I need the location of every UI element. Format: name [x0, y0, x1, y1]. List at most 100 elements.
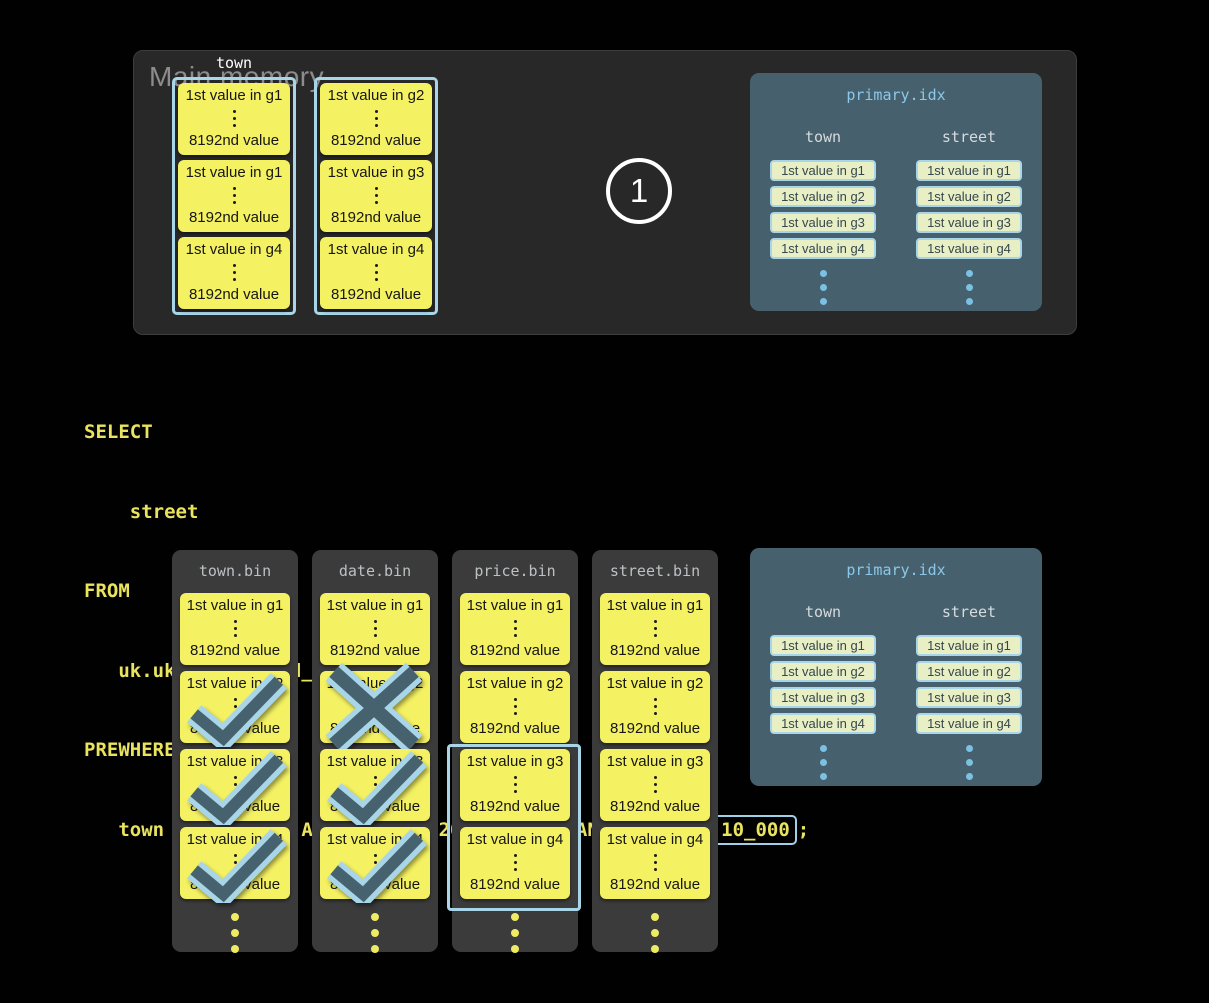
granule-block: 1st value in g2 8192nd value — [600, 671, 710, 743]
granule-block: 1st value in g4 8192nd value — [320, 827, 430, 903]
ellipsis-dots — [373, 776, 377, 793]
primary-idx-columns: town 1st value in g1 1st value in g2 1st… — [750, 603, 1042, 780]
granule-block: 1st value in g3 8192nd value — [320, 160, 432, 232]
bin-panel-street: street.bin 1st value in g1 8192nd value … — [592, 550, 718, 953]
granule-first-value: 1st value in g3 — [606, 753, 704, 770]
primary-idx-panel-top: primary.idx town 1st value in g1 1st val… — [750, 73, 1042, 311]
pidx-entry: 1st value in g2 — [770, 186, 876, 207]
pidx-entry: 1st value in g2 — [770, 661, 876, 682]
ellipsis-dots — [373, 698, 377, 715]
selected-granules-highlight — [447, 744, 581, 911]
ellipsis-dots — [460, 905, 570, 953]
ellipsis-dots — [653, 854, 657, 871]
granule-block: 1st value in g4 8192nd value — [460, 827, 570, 899]
granule-last-value: 8192nd value — [188, 131, 280, 149]
granule-last-value: 8192nd value — [609, 641, 701, 659]
ellipsis-dots — [653, 620, 657, 637]
granule-last-value: 8192nd value — [330, 208, 422, 226]
pidx-column-header: town — [804, 128, 842, 146]
granule-last-value: 8192nd value — [188, 285, 280, 303]
ellipsis-dots — [233, 698, 237, 715]
ellipsis-dots — [373, 620, 377, 637]
granule-block: 1st value in g3 8192nd value — [600, 749, 710, 821]
granule-first-value: 1st value in g4 — [606, 831, 704, 848]
pidx-entry: 1st value in g3 — [770, 687, 876, 708]
granule-block: 1st value in g4 8192nd value — [178, 237, 290, 309]
granule-first-value: 1st value in g3 — [327, 164, 425, 181]
ellipsis-dots — [320, 905, 430, 953]
granule-block: 1st value in g1 8192nd value — [320, 593, 430, 665]
primary-idx-title: primary.idx — [846, 86, 946, 104]
granule-last-value: 8192nd value — [188, 208, 280, 226]
ellipsis-dots — [653, 698, 657, 715]
granule-last-value: 8192nd value — [330, 285, 422, 303]
granule-block: 1st value in g4 8192nd value — [600, 827, 710, 899]
sql-line: PREWHERE — [84, 739, 176, 761]
bin-panel-town: town.bin 1st value in g1 8192nd value 1s… — [172, 550, 298, 953]
sql-line: SELECT — [84, 421, 153, 443]
granule-first-value: 1st value in g4 — [466, 831, 564, 848]
pidx-entry: 1st value in g3 — [916, 687, 1022, 708]
pidx-entry: 1st value in g4 — [770, 238, 876, 259]
granule-last-value: 8192nd value — [189, 875, 281, 893]
granule-block: 1st value in g3 8192nd value — [180, 749, 290, 825]
pidx-ellipsis-dots — [819, 270, 827, 305]
ellipsis-dots — [232, 187, 236, 204]
granule-last-value: 8192nd value — [469, 797, 561, 815]
pidx-entry: 1st value in g1 — [770, 635, 876, 656]
bin-panel-price: price.bin 1st value in g1 8192nd value 1… — [447, 550, 581, 953]
ellipsis-dots — [232, 264, 236, 281]
granule-last-value: 8192nd value — [329, 875, 421, 893]
memory-stack-2: 1st value in g2 8192nd value 1st value i… — [314, 77, 438, 315]
pidx-column-header: town — [804, 603, 842, 621]
granule-block: 1st value in g1 8192nd value — [180, 593, 290, 665]
pidx-entry: 1st value in g2 — [916, 661, 1022, 682]
ellipsis-dots — [600, 905, 710, 953]
granule-last-value: 8192nd value — [329, 641, 421, 659]
granule-first-value: 1st value in g1 — [466, 597, 564, 614]
ellipsis-dots — [373, 854, 377, 871]
granule-last-value: 8192nd value — [189, 641, 281, 659]
pidx-column-street: street 1st value in g1 1st value in g2 1… — [896, 603, 1042, 780]
granule-first-value: 1st value in g4 — [326, 831, 424, 848]
granule-block: 1st value in g1 8192nd value — [600, 593, 710, 665]
granule-last-value: 8192nd value — [469, 875, 561, 893]
granule-last-value: 8192nd value — [469, 719, 561, 737]
pidx-ellipsis-dots — [965, 270, 973, 305]
bin-file-title: price.bin — [474, 562, 556, 580]
granule-block: 1st value in g4 8192nd value — [180, 827, 290, 903]
memory-stack-town: 1st value in g1 8192nd value 1st value i… — [172, 77, 296, 315]
granule-block: 1st value in g4 8192nd value — [320, 237, 432, 309]
granule-first-value: 1st value in g1 — [185, 164, 283, 181]
primary-idx-columns: town 1st value in g1 1st value in g2 1st… — [750, 128, 1042, 305]
granule-block: 1st value in g2 8192nd value — [320, 662, 430, 754]
ellipsis-dots — [513, 698, 517, 715]
pidx-ellipsis-dots — [819, 745, 827, 780]
step-number: 1 — [629, 172, 649, 209]
granule-last-value: 8192nd value — [189, 719, 281, 737]
primary-idx-title: primary.idx — [846, 561, 946, 579]
granule-last-value: 8192nd value — [189, 797, 281, 815]
granule-first-value: 1st value in g2 — [186, 675, 284, 692]
bin-file-title: town.bin — [198, 562, 272, 580]
pidx-entry: 1st value in g2 — [916, 186, 1022, 207]
granule-first-value: 1st value in g3 — [326, 753, 424, 770]
pidx-entry: 1st value in g1 — [770, 160, 876, 181]
ellipsis-dots — [513, 620, 517, 637]
ellipsis-dots — [232, 110, 236, 127]
granule-last-value: 8192nd value — [609, 875, 701, 893]
ellipsis-dots — [653, 776, 657, 793]
granule-block: 1st value in g3 8192nd value — [320, 749, 430, 825]
ellipsis-dots — [374, 264, 378, 281]
granule-block: 1st value in g2 8192nd value — [320, 83, 432, 155]
pidx-column-header: street — [941, 603, 997, 621]
sql-line: FROM — [84, 580, 130, 602]
granule-first-value: 1st value in g1 — [606, 597, 704, 614]
pidx-entry: 1st value in g3 — [770, 212, 876, 233]
granule-last-value: 8192nd value — [329, 719, 421, 737]
ellipsis-dots — [374, 110, 378, 127]
sql-line: street — [84, 500, 199, 523]
pidx-entry: 1st value in g1 — [916, 635, 1022, 656]
granule-first-value: 1st value in g4 — [186, 831, 284, 848]
